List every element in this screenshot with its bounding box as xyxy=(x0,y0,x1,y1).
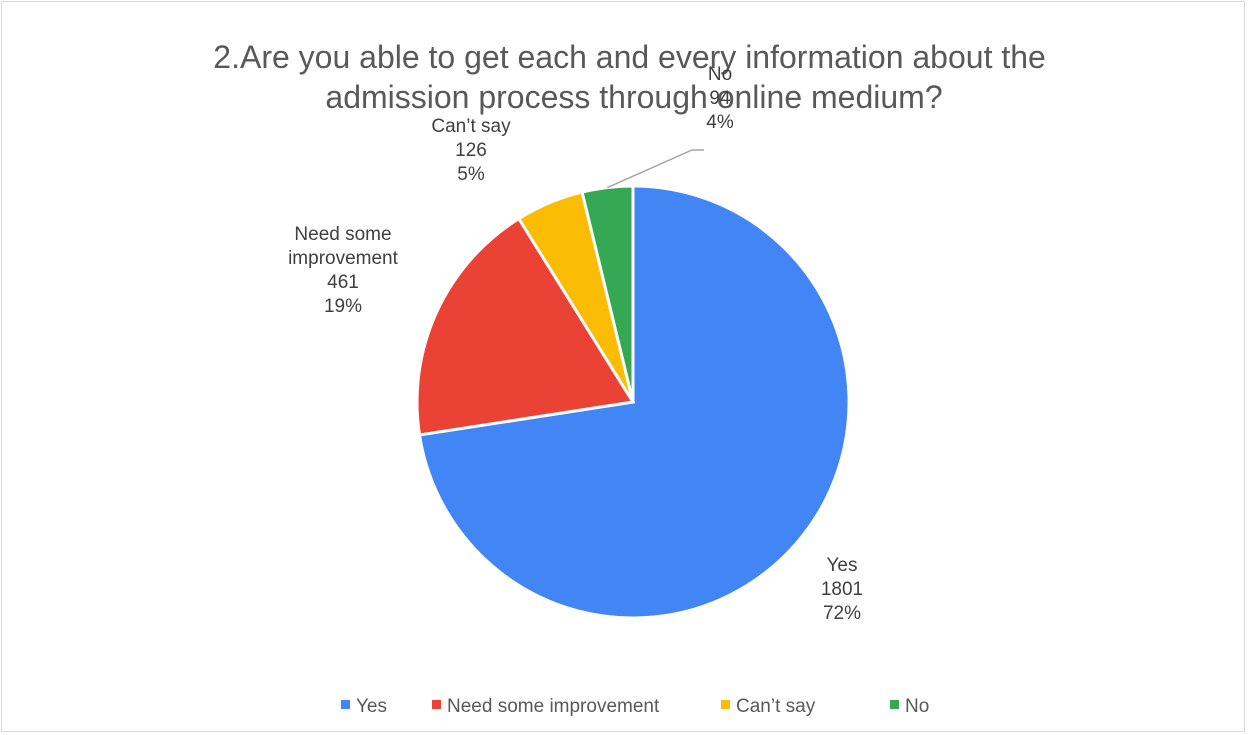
chart-title-line-1: 2.Are you able to get each and every inf… xyxy=(213,39,1046,75)
data-label-cant-say-value: 126 xyxy=(455,140,487,161)
legend-item-need-some-improvement: Need some improvement xyxy=(432,696,660,717)
data-label-cant-say: Can’t say 126 5% xyxy=(431,116,511,185)
legend-swatch-cant-say xyxy=(721,700,730,709)
data-label-no: No 94 4% xyxy=(706,64,734,133)
data-label-yes: Yes 1801 72% xyxy=(821,555,863,624)
legend-label-yes: Yes xyxy=(356,696,387,717)
leader-lines xyxy=(607,149,704,189)
data-label-need-some-improvement-percent: 19% xyxy=(324,296,362,317)
data-label-no-value: 94 xyxy=(709,88,731,109)
legend-label-need-some-improvement: Need some improvement xyxy=(447,696,660,717)
legend-item-yes: Yes xyxy=(341,696,387,717)
chart-title: 2.Are you able to get each and every inf… xyxy=(213,39,1054,115)
legend-swatch-need-some-improvement xyxy=(432,700,441,709)
data-label-no-category: No xyxy=(708,64,732,85)
data-label-need-some-improvement: Need some improvement 461 19% xyxy=(288,224,399,317)
chart-title-line-2: admission process through online medium? xyxy=(325,79,942,115)
legend-item-cant-say: Can’t say xyxy=(721,696,816,717)
pie-slices xyxy=(415,184,851,620)
pie-slice-need-some-improvement xyxy=(415,216,636,437)
data-label-yes-percent: 72% xyxy=(823,603,861,624)
data-label-need-some-improvement-category: Need some xyxy=(294,224,391,245)
data-label-yes-value: 1801 xyxy=(821,579,863,600)
legend-swatch-yes xyxy=(341,700,350,709)
legend-label-no: No xyxy=(905,696,929,717)
data-label-no-percent: 4% xyxy=(706,112,734,133)
data-label-cant-say-percent: 5% xyxy=(457,164,485,185)
data-label-need-some-improvement-value: 461 xyxy=(327,272,359,293)
legend-item-no: No xyxy=(890,696,929,717)
data-label-need-some-improvement-category: improvement xyxy=(288,248,399,269)
pie-slice-no xyxy=(580,184,635,403)
legend: Yes Need some improvement Can’t say No xyxy=(341,696,929,717)
legend-label-cant-say: Can’t say xyxy=(736,696,816,717)
data-label-cant-say-category: Can’t say xyxy=(431,116,511,137)
leader-line-no xyxy=(607,149,704,189)
data-label-yes-category: Yes xyxy=(827,555,858,576)
data-labels: Yes 1801 72% Need some improvement 461 19% Can’… xyxy=(288,64,863,624)
legend-swatch-no xyxy=(890,700,899,709)
